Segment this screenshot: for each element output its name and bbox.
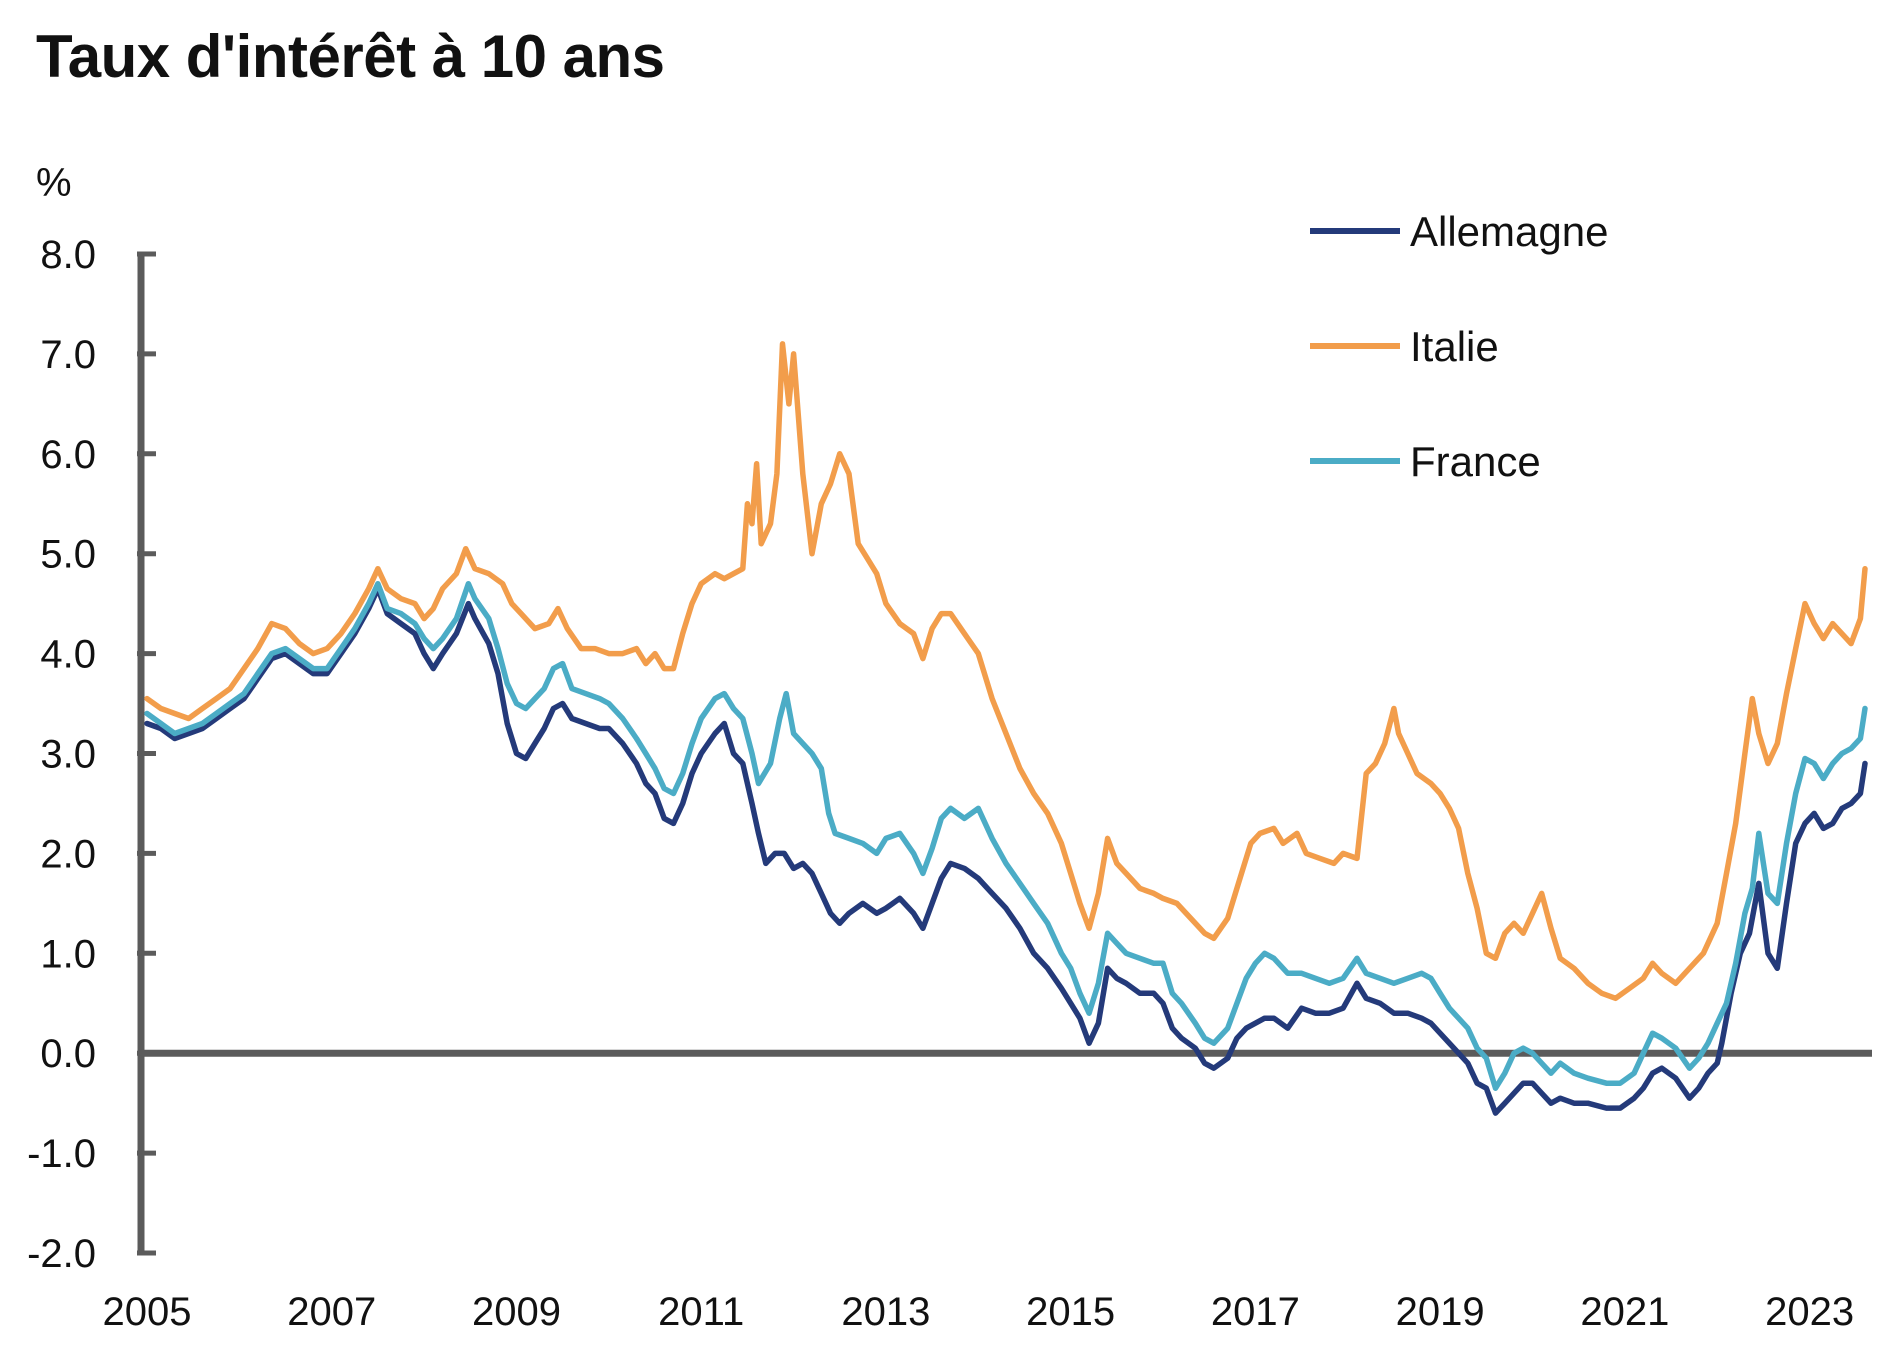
y-axis-unit-label: % — [36, 161, 72, 205]
x-tick-label: 2013 — [841, 1290, 930, 1334]
y-tick-label: 4.0 — [40, 633, 96, 677]
x-tick-label: 2009 — [472, 1290, 561, 1334]
y-tick-label: 7.0 — [40, 333, 96, 377]
legend-label-france: France — [1410, 438, 1541, 485]
x-tick-label: 2007 — [287, 1290, 376, 1334]
x-tick-label: 2019 — [1396, 1290, 1485, 1334]
x-tick-label: 2015 — [1026, 1290, 1115, 1334]
x-axis: 2005 2007 2009 2011 2013 2015 2017 2019 2021 2023 — [103, 1049, 1872, 1334]
x-tick-label: 2017 — [1211, 1290, 1300, 1334]
series-group — [144, 341, 1868, 1116]
x-tick-label: 2011 — [658, 1290, 744, 1334]
x-tick-label: 2021 — [1580, 1290, 1669, 1334]
y-tick-label: 6.0 — [40, 433, 96, 477]
y-tick-label: 0.0 — [40, 1032, 96, 1076]
y-tick-label: 2.0 — [40, 832, 96, 876]
y-tick-label: 8.0 — [40, 233, 96, 277]
legend: Allemagne Italie France — [1310, 208, 1608, 485]
x-tick-label: 2023 — [1765, 1290, 1854, 1334]
x-tick-label: 2005 — [103, 1290, 192, 1334]
y-tick-label: 1.0 — [40, 932, 96, 976]
y-tick-label: -2.0 — [27, 1232, 96, 1276]
series-line-france — [144, 580, 1868, 1091]
y-tick-label: 5.0 — [40, 533, 96, 577]
chart-title: Taux d'intérêt à 10 ans — [36, 23, 665, 90]
series-line-allemagne — [144, 585, 1868, 1116]
y-tick-label: -1.0 — [27, 1132, 96, 1176]
legend-label-allemagne: Allemagne — [1410, 208, 1608, 255]
y-axis: 8.0 7.0 6.0 5.0 4.0 3.0 2.0 1.0 0.0 -1.0 -2.0 — [27, 233, 156, 1276]
y-tick-label: 3.0 — [40, 733, 96, 777]
legend-label-italie: Italie — [1410, 323, 1499, 370]
series-line-italie — [144, 341, 1868, 1002]
